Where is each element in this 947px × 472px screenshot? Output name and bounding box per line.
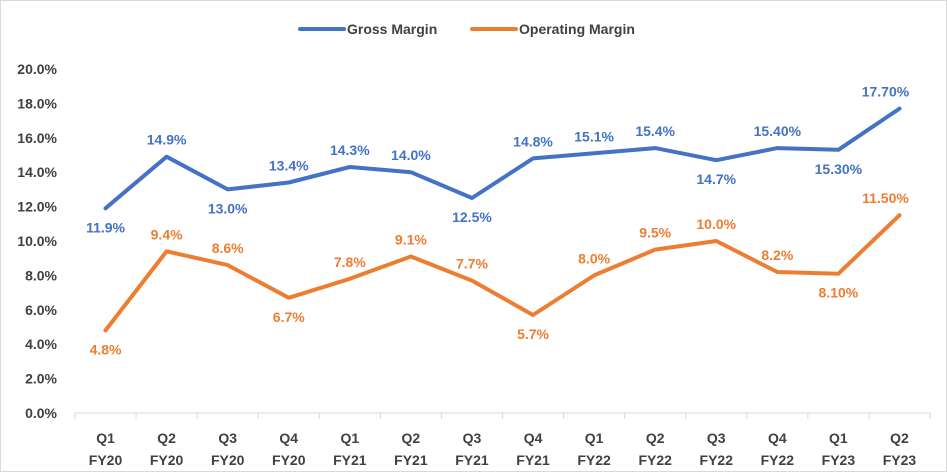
y-tick-label: 20.0%: [17, 61, 57, 77]
x-tick-label-year: FY21: [394, 452, 428, 468]
legend: Gross Margin Operating Margin: [298, 21, 635, 37]
x-tick-label-year: FY21: [516, 452, 550, 468]
data-label-gross-margin: 15.1%: [574, 128, 614, 144]
x-tick-label-year: FY20: [89, 452, 123, 468]
x-tick-label-quarter: Q4: [768, 430, 787, 446]
series-line-operating-margin: [103, 213, 902, 333]
data-label-operating-margin: 6.7%: [273, 309, 305, 325]
data-label-gross-margin: 14.8%: [513, 133, 553, 149]
data-label-gross-margin: 17.70%: [862, 84, 910, 100]
x-tick-label-year: FY22: [577, 452, 611, 468]
x-tick-label-quarter: Q2: [646, 430, 665, 446]
y-tick-label: 14.0%: [17, 164, 57, 180]
y-tick-label: 18.0%: [17, 95, 57, 111]
x-tick-label-quarter: Q2: [402, 430, 421, 446]
data-label-operating-margin: 5.7%: [517, 326, 549, 342]
data-label-operating-margin: 7.7%: [456, 256, 488, 272]
y-axis: 0.0% 2.0% 4.0% 6.0% 8.0% 10.0% 12.0% 14.0% 16.0%…: [17, 61, 57, 421]
x-tick-label-year: FY22: [638, 452, 672, 468]
y-tick-label: 8.0%: [25, 267, 57, 283]
data-label-gross-margin: 15.4%: [635, 123, 675, 139]
legend-label-operating-margin: Operating Margin: [519, 21, 635, 37]
data-label-operating-margin: 4.8%: [90, 341, 122, 357]
x-tick-label-year: FY21: [333, 452, 367, 468]
y-tick-label: 2.0%: [25, 371, 57, 387]
x-tick-label-year: FY22: [761, 452, 795, 468]
x-tick-label-quarter: Q3: [218, 430, 237, 446]
data-label-gross-margin: 14.0%: [391, 147, 431, 163]
data-label-operating-margin: 11.50%: [862, 190, 909, 206]
x-tick-label-year: FY23: [883, 452, 917, 468]
x-tick-label-year: FY21: [455, 452, 489, 468]
data-label-operating-margin: 8.6%: [212, 240, 244, 256]
x-tick-label-year: FY20: [150, 452, 184, 468]
data-label-gross-margin: 13.0%: [208, 200, 248, 216]
series-line-gross-margin: [103, 106, 902, 211]
x-tick-label-quarter: Q3: [707, 430, 726, 446]
data-label-gross-margin: 13.4%: [269, 158, 309, 174]
data-labels-layer: 11.9% 14.9% 13.0% 13.4% 14.3% 14.0% 12.5% 14.8%…: [86, 84, 910, 358]
legend-label-gross-margin: Gross Margin: [347, 21, 437, 37]
data-label-operating-margin: 8.2%: [761, 247, 793, 263]
y-tick-label: 10.0%: [17, 233, 57, 249]
data-label-operating-margin: 9.4%: [151, 226, 183, 242]
data-label-operating-margin: 7.8%: [334, 254, 366, 270]
x-tick-label-year: FY20: [211, 452, 245, 468]
x-tick-label-quarter: Q1: [340, 430, 359, 446]
data-label-gross-margin: 14.7%: [696, 171, 736, 187]
x-tick-label-quarter: Q2: [890, 430, 909, 446]
x-tick-label-quarter: Q1: [585, 430, 604, 446]
data-label-operating-margin: 8.0%: [578, 250, 610, 266]
y-tick-label: 16.0%: [17, 130, 57, 146]
data-label-gross-margin: 12.5%: [452, 209, 492, 225]
x-tick-label-quarter: Q4: [524, 430, 543, 446]
x-tick-label-year: FY20: [272, 452, 306, 468]
x-axis: Q1 FY20 Q2 FY20 Q3 FY20 Q4 FY20 Q1 FY21 Q2 FY21 Q3 FY…: [74, 412, 931, 468]
data-label-operating-margin: 8.10%: [819, 285, 859, 301]
data-label-gross-margin: 14.3%: [330, 142, 370, 158]
data-label-gross-margin: 15.40%: [754, 123, 802, 139]
y-tick-label: 12.0%: [17, 199, 57, 215]
x-tick-label-quarter: Q1: [829, 430, 848, 446]
x-tick-label-quarter: Q2: [157, 430, 176, 446]
data-label-operating-margin: 9.5%: [639, 225, 671, 241]
x-tick-label-quarter: Q1: [96, 430, 115, 446]
y-tick-label: 0.0%: [25, 405, 57, 421]
x-tick-label-year: FY22: [700, 452, 734, 468]
data-label-gross-margin: 14.9%: [147, 132, 187, 148]
series-layer: [103, 106, 902, 333]
x-tick-label-year: FY23: [822, 452, 856, 468]
data-label-operating-margin: 10.0%: [696, 216, 736, 232]
y-tick-label: 4.0%: [25, 336, 57, 352]
y-tick-label: 6.0%: [25, 302, 57, 318]
x-tick-label-quarter: Q3: [463, 430, 482, 446]
x-tick-label-quarter: Q4: [279, 430, 298, 446]
data-label-gross-margin: 11.9%: [86, 219, 125, 235]
data-label-gross-margin: 15.30%: [815, 161, 863, 177]
data-label-operating-margin: 9.1%: [395, 231, 427, 247]
